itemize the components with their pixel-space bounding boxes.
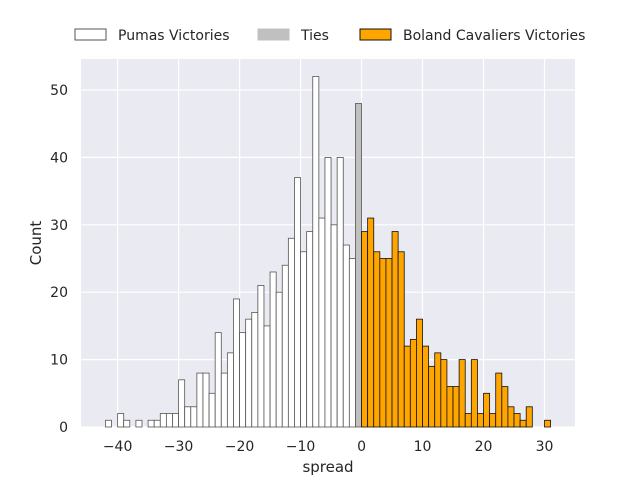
y-axis-title: Count xyxy=(27,221,45,266)
pumas-bar xyxy=(257,285,265,428)
pumas-bar xyxy=(269,271,277,428)
boland-bar xyxy=(367,217,375,428)
x-tick-label: −10 xyxy=(286,439,316,455)
boland-bar xyxy=(525,406,533,428)
x-tick-label: −30 xyxy=(164,439,194,455)
y-tick-labels: 0 10 20 30 40 50 xyxy=(50,83,68,436)
y-tick-label: 10 xyxy=(50,353,68,369)
ties-bar xyxy=(355,103,362,428)
boland-bar xyxy=(440,359,448,428)
bars-group xyxy=(104,76,552,428)
x-tick-label: 30 xyxy=(536,439,554,455)
pumas-bar xyxy=(220,372,228,428)
pumas-bar xyxy=(312,76,320,428)
boland-bar xyxy=(373,251,381,428)
pumas-bar xyxy=(123,419,131,428)
pumas-bar xyxy=(281,264,289,428)
boland-bar xyxy=(385,258,393,428)
boland-bar xyxy=(495,372,503,428)
pumas-bar xyxy=(202,372,210,428)
y-tick-label: 50 xyxy=(50,83,68,99)
pumas-bar xyxy=(342,244,350,428)
pumas-bar xyxy=(184,406,192,428)
boland-bar xyxy=(428,365,436,428)
x-tick-label: 10 xyxy=(414,439,432,455)
pumas-bar xyxy=(208,392,216,428)
boland-bar xyxy=(397,251,405,428)
pumas-bar xyxy=(147,419,155,428)
y-tick-label: 0 xyxy=(59,420,68,436)
pumas-bar xyxy=(300,251,308,428)
boland-bar xyxy=(422,345,430,428)
pumas-bar xyxy=(263,325,271,428)
pumas-bar xyxy=(190,406,198,428)
boland-bar xyxy=(464,413,472,428)
boland-bar xyxy=(544,419,552,428)
pumas-bar xyxy=(135,419,143,428)
pumas-bar xyxy=(153,419,161,428)
pumas-bar xyxy=(330,224,338,428)
x-tick-label: −40 xyxy=(103,439,133,455)
pumas-bar xyxy=(104,419,112,428)
pumas-bar xyxy=(165,413,173,428)
boland-bar xyxy=(409,338,417,428)
boland-bar xyxy=(379,258,387,428)
pumas-bar xyxy=(275,291,283,428)
pumas-bar xyxy=(233,298,240,428)
pumas-bar xyxy=(226,352,234,428)
boland-bar xyxy=(507,406,515,428)
y-tick-label: 30 xyxy=(50,218,68,234)
x-tick-label: 0 xyxy=(357,439,366,455)
boland-bar xyxy=(477,413,484,428)
legend: Pumas Victories Ties Boland Cavaliers Vi… xyxy=(74,28,585,44)
pumas-bar xyxy=(178,379,186,428)
boland-bar xyxy=(519,419,527,428)
boland-bar xyxy=(483,392,491,428)
boland-bar xyxy=(416,318,423,428)
pumas-bar xyxy=(318,217,326,428)
pumas-bar xyxy=(245,318,253,428)
pumas-bar xyxy=(348,258,356,428)
pumas-bar xyxy=(172,413,179,428)
x-tick-label: −20 xyxy=(225,439,255,455)
boland-bar xyxy=(391,231,399,428)
boland-bar xyxy=(361,231,369,428)
pumas-bar xyxy=(294,177,301,428)
x-tick-labels: −40 −30 −20 −10 0 10 20 30 xyxy=(103,439,554,455)
pumas-bar xyxy=(287,237,295,428)
legend-label-pumas: Pumas Victories xyxy=(118,28,230,44)
y-tick-label: 40 xyxy=(50,150,68,166)
boland-bar xyxy=(403,345,411,428)
boland-bar xyxy=(434,352,442,428)
legend-label-boland: Boland Cavaliers Victories xyxy=(403,28,585,44)
boland-bar xyxy=(452,386,460,428)
pumas-bar xyxy=(214,332,222,428)
pumas-bar xyxy=(196,372,204,428)
pumas-bar xyxy=(251,312,259,428)
pumas-bar xyxy=(306,231,314,428)
boland-bar xyxy=(513,413,521,428)
pumas-bar xyxy=(324,157,332,428)
pumas-bar xyxy=(159,413,167,428)
legend-swatch-boland xyxy=(359,28,392,41)
boland-bar xyxy=(501,386,509,428)
legend-label-ties: Ties xyxy=(300,28,329,44)
y-tick-label: 20 xyxy=(50,285,68,301)
boland-bar xyxy=(489,413,497,428)
legend-swatch-ties xyxy=(257,28,290,41)
boland-bar xyxy=(458,359,466,428)
pumas-bar xyxy=(336,157,344,428)
x-tick-label: 20 xyxy=(475,439,493,455)
x-axis-title: spread xyxy=(302,458,353,476)
boland-bar xyxy=(446,386,454,428)
legend-swatch-pumas xyxy=(74,28,107,41)
boland-bar xyxy=(470,359,478,428)
pumas-bar xyxy=(239,332,247,428)
pumas-bar xyxy=(117,413,125,428)
